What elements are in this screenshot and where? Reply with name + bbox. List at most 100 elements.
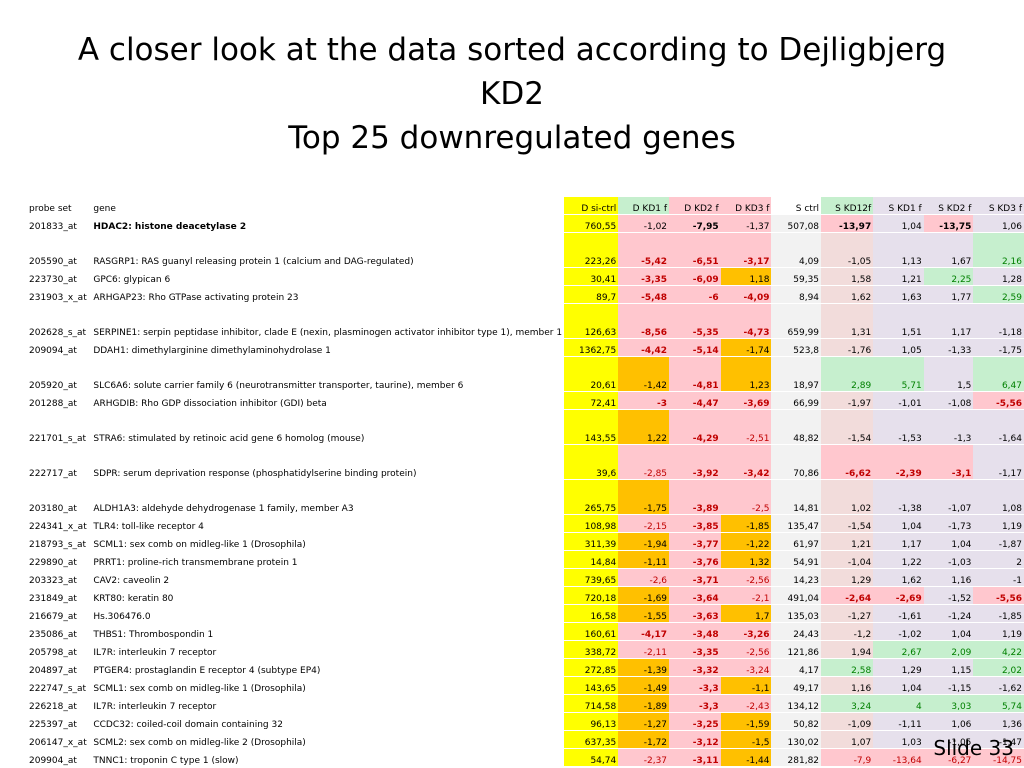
value-cell: -1,11 xyxy=(618,550,670,569)
value-cell: -2,6 xyxy=(618,568,670,587)
slide-title-line-3: Top 25 downregulated genes xyxy=(288,120,736,156)
value-cell: 4 xyxy=(873,694,924,713)
probe-set-cell: 204897_at xyxy=(27,658,92,677)
value-cell: -1,47 xyxy=(973,730,1024,749)
gene-cell: CAV2: caveolin 2 xyxy=(91,568,565,587)
probe-set-cell: 203323_at xyxy=(27,568,92,587)
value-cell: 14,81 xyxy=(771,479,822,515)
value-cell: 1362,75 xyxy=(564,338,619,357)
gene-cell: SCML2: sex comb on midleg-like 2 (Drosop… xyxy=(91,730,565,749)
value-cell: 1,03 xyxy=(873,730,924,749)
value-cell: -3,69 xyxy=(720,391,772,410)
value-cell: 5,71 xyxy=(873,356,924,392)
gene-cell: SERPINE1: serpin peptidase inhibitor, cl… xyxy=(91,303,565,339)
value-cell: 126,63 xyxy=(564,303,619,339)
value-cell: -1,59 xyxy=(720,712,772,731)
probe-set-cell: 221701_s_at xyxy=(27,409,92,445)
value-cell: -1,85 xyxy=(973,604,1024,623)
probe-set-cell: 209904_at xyxy=(27,748,92,767)
value-cell: -5,56 xyxy=(973,586,1024,605)
value-cell: -6,51 xyxy=(669,232,721,268)
value-cell: 50,82 xyxy=(771,712,822,731)
value-cell: 14,23 xyxy=(771,568,822,587)
gene-cell: ALDH1A3: aldehyde dehydrogenase 1 family… xyxy=(91,479,565,515)
value-cell: -1,55 xyxy=(618,604,670,623)
value-cell: 1,13 xyxy=(873,232,924,268)
probe-set-cell: 226218_at xyxy=(27,694,92,713)
value-cell: -3,85 xyxy=(669,514,721,533)
value-cell: -1,75 xyxy=(618,479,670,515)
value-cell: -6,09 xyxy=(669,267,721,286)
value-cell: 1,5 xyxy=(923,356,974,392)
probe-set-cell: 216679_at xyxy=(27,604,92,623)
value-cell: 2,16 xyxy=(973,232,1024,268)
value-cell: 66,99 xyxy=(771,391,822,410)
value-cell: -1,17 xyxy=(973,444,1024,480)
value-cell: -8,56 xyxy=(618,303,670,339)
probe-set-cell: 202628_s_at xyxy=(27,303,92,339)
value-cell: -1,53 xyxy=(873,409,924,445)
value-cell: 143,65 xyxy=(564,676,619,695)
value-cell: -3,12 xyxy=(669,730,721,749)
value-cell: 1,19 xyxy=(973,622,1024,641)
value-cell: -3,42 xyxy=(720,444,772,480)
column-header: D KD2 f xyxy=(669,197,721,215)
value-cell: -4,81 xyxy=(669,356,721,392)
value-cell: -1,72 xyxy=(618,730,670,749)
value-cell: -3,26 xyxy=(720,622,772,641)
value-cell: 311,39 xyxy=(564,532,619,551)
value-cell: -1,75 xyxy=(973,338,1024,357)
value-cell: 1,51 xyxy=(873,303,924,339)
value-cell: 2,02 xyxy=(973,658,1024,677)
value-cell: 54,74 xyxy=(564,748,619,767)
table-row: 201833_at HDAC2: histone deacetylase 2 760… xyxy=(27,214,1024,233)
value-cell: 1,08 xyxy=(973,479,1024,515)
gene-cell: PTGER4: prostaglandin E receptor 4 (subt… xyxy=(91,658,565,677)
value-cell: 272,85 xyxy=(564,658,619,677)
value-cell: -3,35 xyxy=(618,267,670,286)
value-cell: -7,9 xyxy=(821,748,874,767)
value-cell: -1,97 xyxy=(821,391,874,410)
value-cell: -1,07 xyxy=(923,479,974,515)
table-row: 222717_at SDPR: serum deprivation respons… xyxy=(27,444,1024,480)
value-cell: -14,75 xyxy=(973,748,1024,767)
value-cell: 491,04 xyxy=(771,586,822,605)
value-cell: -5,35 xyxy=(669,303,721,339)
value-cell: 130,02 xyxy=(771,730,822,749)
value-cell: 507,08 xyxy=(771,214,822,233)
gene-cell: SDPR: serum deprivation response (phosph… xyxy=(91,444,565,480)
table-row: 205590_at RASGRP1: RAS guanyl releasing p… xyxy=(27,232,1024,268)
value-cell: -13,97 xyxy=(821,214,874,233)
value-cell: 1,21 xyxy=(821,532,874,551)
table-row: 205798_at IL7R: interleukin 7 receptor 338… xyxy=(27,640,1024,659)
value-cell: -1,1 xyxy=(720,676,772,695)
value-cell: -1,09 xyxy=(821,712,874,731)
value-cell: 637,35 xyxy=(564,730,619,749)
value-cell: -3,1 xyxy=(923,444,974,480)
value-cell: -13,64 xyxy=(873,748,924,767)
column-header: D KD3 f xyxy=(720,197,772,215)
value-cell: -3,25 xyxy=(669,712,721,731)
value-cell: 1,04 xyxy=(873,676,924,695)
value-cell: 39,6 xyxy=(564,444,619,480)
value-cell: -3,35 xyxy=(669,640,721,659)
value-cell: -2,15 xyxy=(618,514,670,533)
value-cell: -1,52 xyxy=(923,586,974,605)
value-cell: -1,64 xyxy=(973,409,1024,445)
probe-set-cell: 201833_at xyxy=(27,214,92,233)
value-cell: -2,69 xyxy=(873,586,924,605)
value-cell: 1,21 xyxy=(873,267,924,286)
column-header: S ctrl xyxy=(771,197,822,215)
value-cell: -3,3 xyxy=(669,676,721,695)
slide-title-line-1: A closer look at the data sorted accordi… xyxy=(77,32,947,68)
value-cell: 1,22 xyxy=(873,550,924,569)
value-cell: -13,75 xyxy=(923,214,974,233)
value-cell: -7,95 xyxy=(669,214,721,233)
value-cell: 1,67 xyxy=(923,232,974,268)
value-cell: 54,91 xyxy=(771,550,822,569)
value-cell: -3,89 xyxy=(669,479,721,515)
value-cell: 1,58 xyxy=(821,267,874,286)
